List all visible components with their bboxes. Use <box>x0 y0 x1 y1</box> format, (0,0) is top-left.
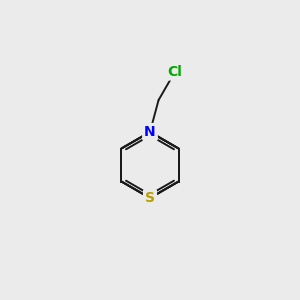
Text: N: N <box>144 125 156 139</box>
Text: S: S <box>145 191 155 205</box>
Text: Cl: Cl <box>168 64 182 79</box>
